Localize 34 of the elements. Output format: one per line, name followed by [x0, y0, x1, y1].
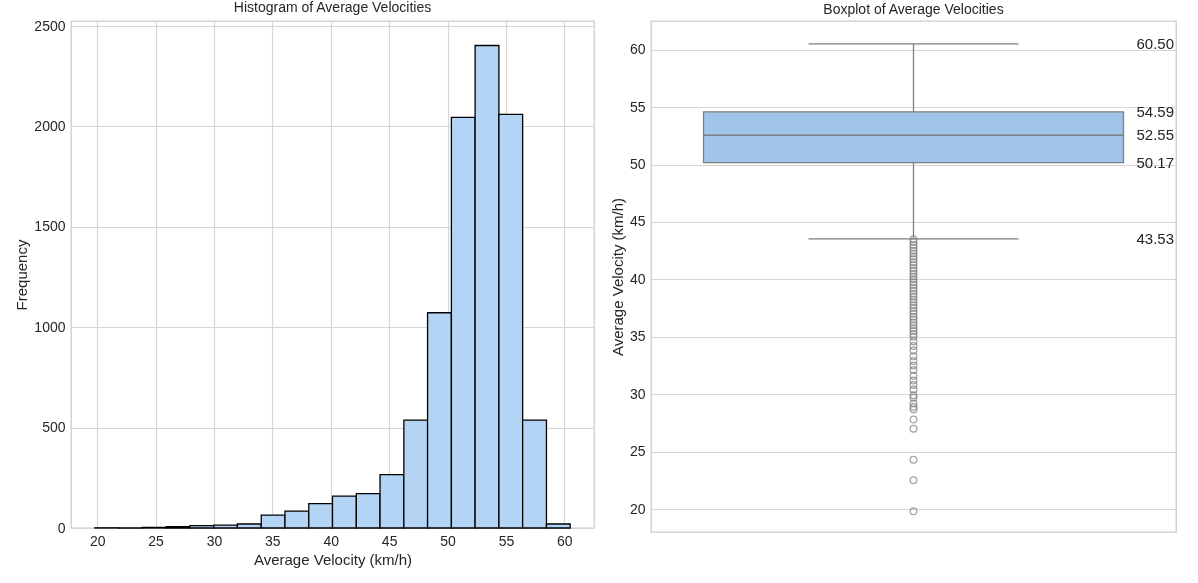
y-tick-label: 45 — [629, 213, 646, 230]
y-tick-label: 30 — [629, 385, 646, 402]
chart-title: Histogram of Average Velocities — [233, 0, 432, 16]
x-tick-label: 30 — [206, 532, 223, 549]
y-tick-label: 500 — [42, 419, 66, 436]
y-axis-title: Average Velocity (km/h) — [608, 197, 626, 357]
y-tick-label: 20 — [629, 500, 646, 517]
annotation: 50.17 — [1136, 153, 1174, 171]
y-tick-label: 55 — [629, 98, 646, 115]
y-tick-label: 60 — [629, 41, 646, 58]
y-tick-label: 1000 — [34, 318, 66, 335]
x-tick-label: 25 — [148, 532, 165, 549]
y-tick-label: 40 — [629, 270, 646, 287]
y-tick-label: 25 — [629, 443, 646, 460]
x-tick-label: 45 — [381, 532, 398, 549]
annotation: 43.53 — [1136, 229, 1174, 247]
annotation: 60.50 — [1136, 34, 1174, 52]
x-tick-label: 55 — [498, 532, 515, 549]
x-tick-label: 50 — [440, 532, 457, 549]
chart-title: Boxplot of Average Velocities — [823, 1, 1004, 17]
y-tick-label: 2000 — [34, 117, 66, 134]
x-tick-label: 40 — [323, 532, 340, 549]
x-tick-label: 35 — [265, 532, 281, 549]
y-axis-title: Frequency — [13, 239, 31, 311]
y-tick-label: 2500 — [34, 17, 66, 34]
annotation: 54.59 — [1136, 102, 1174, 120]
y-tick-label: 50 — [629, 156, 646, 173]
x-axis-title: Average Velocity (km/h) — [253, 550, 413, 568]
x-tick-label: 20 — [89, 532, 106, 549]
y-tick-label: 1500 — [34, 218, 66, 235]
y-tick-label: 35 — [629, 328, 646, 345]
x-tick-label: 60 — [557, 532, 573, 549]
y-tick-label: 0 — [57, 519, 66, 536]
annotation: 52.55 — [1136, 126, 1174, 144]
